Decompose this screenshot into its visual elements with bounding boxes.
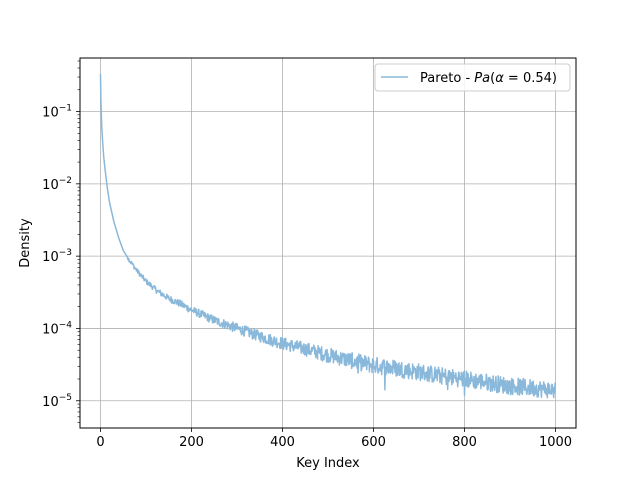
- y-tick-label: 10−4: [42, 320, 72, 337]
- y-tick-label: 10−3: [42, 248, 72, 265]
- y-axis-ticks: 10−5 10−4 10−3 10−2 10−1: [42, 60, 80, 423]
- series-line-pareto: [99, 74, 557, 399]
- legend: Pareto - Pa(α = 0.54): [374, 63, 571, 92]
- y-tick-label: 10−2: [42, 176, 72, 193]
- plot-frame: [79, 57, 577, 429]
- x-tick-label: 0: [96, 435, 104, 450]
- x-axis-label: Key Index: [296, 456, 360, 471]
- x-tick-label: 1000: [539, 435, 572, 450]
- x-tick-label: 200: [179, 435, 204, 450]
- x-axis-ticks: 0 200 400 600 800 1000: [96, 428, 572, 450]
- legend-box: [374, 63, 571, 92]
- y-tick-label: 10−1: [42, 104, 72, 121]
- series-layer: [99, 74, 557, 399]
- legend-label: Pareto - Pa(α = 0.54): [420, 71, 557, 86]
- x-tick-label: 800: [452, 435, 477, 450]
- grid-lines: [80, 58, 576, 428]
- x-tick-label: 400: [270, 435, 295, 450]
- y-tick-label: 10−5: [42, 393, 72, 410]
- y-axis-label: Density: [18, 218, 33, 268]
- x-tick-label: 600: [361, 435, 386, 450]
